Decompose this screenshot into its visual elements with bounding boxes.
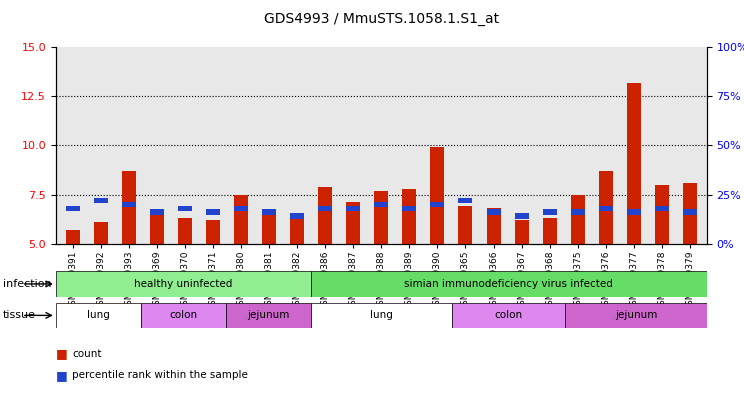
Bar (122, 202, 135, 207)
Bar (565, 303, 707, 328)
Bar (225, 303, 310, 328)
Text: GDS4993 / MmuSTS.1058.1.S1_at: GDS4993 / MmuSTS.1058.1.S1_at (263, 12, 499, 26)
Bar (431, 147, 444, 244)
Bar (94, 198, 108, 203)
Text: colon: colon (495, 310, 523, 320)
Text: jejunum: jejunum (615, 310, 657, 320)
Bar (683, 183, 697, 244)
Bar (599, 206, 613, 211)
Bar (374, 191, 388, 244)
Text: healthy uninfected: healthy uninfected (134, 279, 232, 289)
Text: jejunum: jejunum (247, 310, 289, 320)
Bar (318, 206, 332, 211)
Bar (318, 187, 332, 244)
Bar (56, 271, 310, 297)
Bar (452, 303, 565, 328)
Text: lung: lung (87, 310, 109, 320)
Bar (542, 209, 557, 215)
Bar (310, 271, 707, 297)
Bar (346, 206, 360, 211)
Bar (346, 202, 360, 244)
Bar (599, 171, 613, 244)
Bar (122, 171, 135, 244)
Bar (683, 209, 697, 215)
Text: infection: infection (3, 279, 51, 289)
Text: ■: ■ (56, 347, 68, 360)
Bar (515, 213, 529, 219)
Text: percentile rank within the sample: percentile rank within the sample (72, 370, 248, 380)
Bar (487, 209, 501, 215)
Bar (403, 206, 417, 211)
Bar (403, 189, 417, 244)
Bar (206, 220, 220, 244)
Bar (458, 206, 472, 244)
Bar (290, 218, 304, 244)
Text: colon: colon (169, 310, 197, 320)
Text: tissue: tissue (3, 310, 36, 320)
Bar (487, 208, 501, 244)
Bar (178, 206, 192, 211)
Bar (571, 195, 585, 244)
Bar (374, 202, 388, 207)
Bar (627, 83, 641, 244)
Bar (206, 209, 220, 215)
Bar (150, 214, 164, 244)
Bar (262, 209, 276, 215)
Bar (141, 303, 225, 328)
Bar (65, 230, 80, 244)
Bar (515, 220, 529, 244)
Bar (655, 206, 669, 211)
Text: simian immunodeficiency virus infected: simian immunodeficiency virus infected (404, 279, 613, 289)
Text: count: count (72, 349, 102, 359)
Bar (65, 206, 80, 211)
Bar (655, 185, 669, 244)
Bar (290, 213, 304, 219)
Bar (262, 214, 276, 244)
Bar (234, 206, 248, 211)
Bar (178, 218, 192, 244)
Bar (458, 198, 472, 203)
Bar (94, 222, 108, 244)
Bar (431, 202, 444, 207)
Bar (56, 303, 141, 328)
Bar (234, 195, 248, 244)
Bar (542, 218, 557, 244)
Bar (627, 209, 641, 215)
Bar (150, 209, 164, 215)
Text: ■: ■ (56, 369, 68, 382)
Text: lung: lung (370, 310, 393, 320)
Bar (310, 303, 452, 328)
Bar (571, 209, 585, 215)
